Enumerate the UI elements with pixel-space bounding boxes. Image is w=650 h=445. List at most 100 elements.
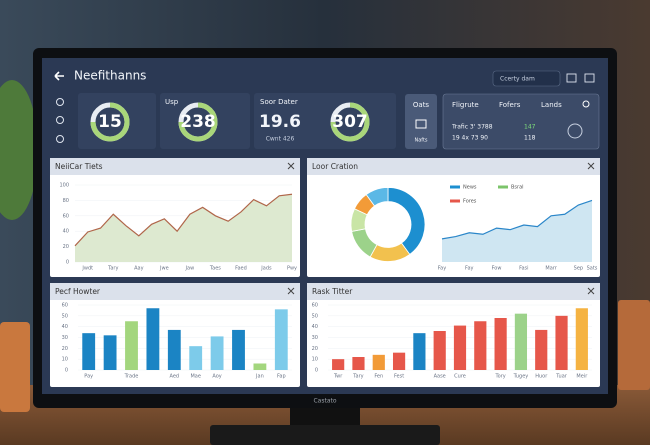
line xyxy=(74,193,293,247)
x-tick-label: Fay xyxy=(465,266,473,272)
y-tick-label: 0 xyxy=(315,368,318,374)
x-tick-label: Fasi xyxy=(519,266,528,272)
bar xyxy=(146,308,160,370)
x-tick-label: Tuar xyxy=(555,374,568,380)
y-tick-label: 60 xyxy=(62,303,68,309)
close-icon[interactable] xyxy=(587,162,595,170)
x-tick-label: Aoy xyxy=(212,374,221,380)
x-tick-label: Cure xyxy=(454,374,466,380)
bar xyxy=(274,309,288,370)
bar xyxy=(125,321,138,370)
x-tick-label: Fay xyxy=(438,266,446,272)
panel-header xyxy=(50,283,300,300)
table-header: Fofers xyxy=(499,101,521,109)
legend-label: News xyxy=(463,185,477,191)
search-box[interactable] xyxy=(492,70,561,87)
x-tick-label: Tary xyxy=(352,374,363,380)
close-icon[interactable] xyxy=(287,162,295,170)
bar xyxy=(474,321,487,370)
bar xyxy=(555,315,568,370)
y-tick-label: 40 xyxy=(63,229,69,235)
x-tick-label: Marr xyxy=(545,266,557,272)
bar xyxy=(232,329,245,370)
table-cell: Trafic 3' 3788 xyxy=(451,124,493,131)
pot-right xyxy=(618,300,650,390)
tab[interactable] xyxy=(405,94,437,149)
x-tick-label: Huor xyxy=(535,374,548,380)
legend-swatch xyxy=(498,185,508,189)
x-tick-label: Jads xyxy=(260,266,272,272)
y-tick-label: 100 xyxy=(59,183,69,189)
nav-icon[interactable] xyxy=(56,98,64,106)
y-tick-label: 10 xyxy=(312,357,318,363)
legend-label: Fores xyxy=(463,199,477,205)
plant-pot xyxy=(0,322,30,412)
monitor-stand xyxy=(210,425,440,445)
bar xyxy=(514,313,528,370)
table-header: Fligrute xyxy=(452,101,479,109)
legend-swatch xyxy=(450,199,460,203)
close-icon[interactable] xyxy=(587,287,595,295)
icon[interactable] xyxy=(584,73,595,83)
kpi-card xyxy=(160,93,250,149)
bar xyxy=(103,335,117,370)
legend-label: Bsral xyxy=(511,185,524,191)
bar xyxy=(253,363,267,370)
table-header: Lands xyxy=(541,101,562,109)
y-tick-label: 60 xyxy=(63,213,69,219)
table-panel xyxy=(442,93,600,150)
y-tick-label: 0 xyxy=(65,368,68,374)
x-tick-label: Fow xyxy=(492,266,502,272)
y-tick-label: 30 xyxy=(62,335,68,341)
nav-icon[interactable] xyxy=(56,116,64,124)
close-icon[interactable] xyxy=(287,287,295,295)
y-tick-label: 50 xyxy=(312,313,318,319)
x-tick-label: Jwe xyxy=(159,266,169,272)
kpi-sub: Cwnt 426 xyxy=(266,136,295,143)
x-tick-label: Twr xyxy=(333,374,343,380)
panel-title: Rask Titter xyxy=(312,287,353,296)
back-arrow[interactable] xyxy=(54,71,64,81)
table-cell: 118 xyxy=(524,135,536,142)
y-tick-label: 50 xyxy=(62,313,68,319)
search-icon[interactable] xyxy=(582,100,590,108)
x-tick-label: Tory xyxy=(494,374,505,380)
kpi-label: Soor Dater xyxy=(260,98,298,106)
legend-swatch xyxy=(450,185,460,189)
nav-icon[interactable] xyxy=(56,135,64,143)
bar xyxy=(332,359,345,370)
x-tick-label: Aed xyxy=(170,374,180,380)
x-tick-label: Faed xyxy=(235,266,247,272)
x-tick-label: Sep xyxy=(574,266,583,272)
y-tick-label: 80 xyxy=(63,198,69,204)
x-tick-label: Jwdt xyxy=(81,266,93,272)
y-tick-label: 0 xyxy=(66,260,69,266)
kpi-value: 19.6 xyxy=(259,112,301,132)
x-tick-label: Pwy xyxy=(287,266,297,272)
gauge-arc xyxy=(90,102,130,142)
tab-sub: Nafts xyxy=(414,138,427,144)
gauge-arc xyxy=(330,102,370,142)
bar xyxy=(372,354,385,370)
bar xyxy=(352,357,365,370)
x-tick-label: Tugey xyxy=(513,374,529,380)
panel-header xyxy=(307,283,600,300)
x-tick-label: Meir xyxy=(576,374,588,380)
tab-icon xyxy=(415,119,427,129)
x-tick-label: Mae xyxy=(190,374,200,380)
x-tick-label: Jan xyxy=(255,374,264,380)
bar xyxy=(453,325,467,370)
table-cell: 147 xyxy=(524,124,536,131)
area xyxy=(75,194,292,262)
panel-header xyxy=(307,158,600,175)
icon[interactable] xyxy=(566,73,577,83)
x-tick-label: Aay xyxy=(134,266,143,272)
x-tick-label: Pay xyxy=(84,374,93,380)
y-tick-label: 20 xyxy=(62,346,68,352)
bar xyxy=(189,346,203,370)
panel-title: Pecf Howter xyxy=(55,287,101,296)
tab-title: Oats xyxy=(413,101,430,109)
y-tick-label: 40 xyxy=(312,324,318,330)
